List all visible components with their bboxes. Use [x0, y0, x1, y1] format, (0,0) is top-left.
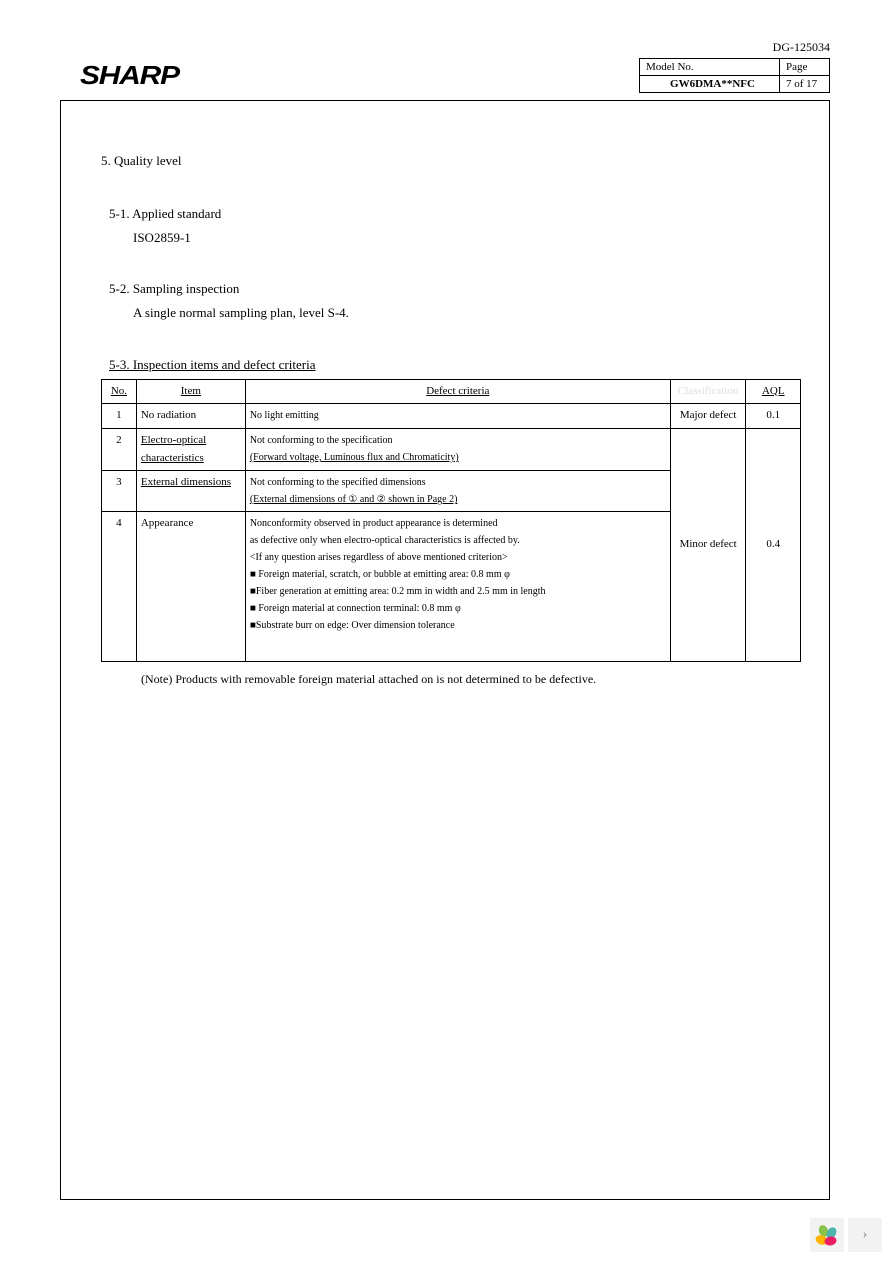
flower-icon	[817, 1225, 837, 1245]
document-id: DG-125034	[773, 40, 830, 55]
next-button[interactable]: ›	[848, 1218, 882, 1252]
content-frame: 5. Quality level 5-1. Applied standard I…	[60, 100, 830, 1200]
table-row: 1 No radiation No light emitting Major d…	[102, 404, 801, 429]
logo-widget-button[interactable]	[810, 1218, 844, 1252]
section-5-3: 5-3. Inspection items and defect criteri…	[109, 355, 829, 376]
cell-item-2: Electro-optical characteristics	[136, 428, 245, 470]
crit4-l4: ■ Foreign material, scratch, or bubble a…	[250, 569, 510, 580]
cell-no-1: 1	[102, 404, 137, 429]
crit2-l1: Not conforming to the specification	[250, 435, 393, 446]
page-value: 7 of 17	[780, 76, 830, 93]
note-text: (Note) Products with removable foreign m…	[141, 670, 829, 689]
cell-crit-3: Not conforming to the specified dimensio…	[245, 471, 670, 512]
model-value: GW6DMA**NFC	[640, 76, 780, 93]
cell-class-major: Major defect	[670, 404, 746, 429]
page-label: Page	[780, 59, 830, 76]
inspection-table: No. Item Defect criteria Classification …	[101, 379, 801, 662]
crit4-l1: Nonconformity observed in product appear…	[250, 518, 498, 529]
sharp-logo: SHARP	[80, 60, 179, 91]
section-5-2: 5-2. Sampling inspection	[109, 279, 829, 300]
crit4-l5: ■Fiber generation at emitting area: 0.2 …	[250, 586, 546, 597]
header-info-box: Model No. Page GW6DMA**NFC 7 of 17	[639, 58, 830, 93]
cell-class-minor: Minor defect	[670, 428, 746, 661]
th-class: Classification	[670, 379, 746, 404]
cell-no-3: 3	[102, 471, 137, 512]
cell-aql-major: 0.1	[746, 404, 801, 429]
section-5-1-value: ISO2859-1	[133, 228, 829, 249]
crit3-l2: (External dimensions of ① and ② shown in…	[250, 494, 458, 505]
cell-crit-1: No light emitting	[245, 404, 670, 429]
cell-aql-minor: 0.4	[746, 428, 801, 661]
section-5-title: 5. Quality level	[101, 151, 829, 172]
section-5-2-value: A single normal sampling plan, level S-4…	[133, 303, 829, 324]
body-text: 5. Quality level 5-1. Applied standard I…	[61, 151, 829, 689]
th-aql: AQL	[746, 379, 801, 404]
table-row: 2 Electro-optical characteristics Not co…	[102, 428, 801, 470]
crit4-l3: <If any question arises regardless of ab…	[250, 552, 508, 563]
cell-item-4: Appearance	[136, 512, 245, 662]
crit4-l6: ■ Foreign material at connection termina…	[250, 603, 461, 614]
crit4-l7: ■Substrate burr on edge: Over dimension …	[250, 620, 455, 631]
chevron-right-icon: ›	[863, 1227, 868, 1243]
model-label: Model No.	[640, 59, 780, 76]
cell-crit-2: Not conforming to the specification (For…	[245, 428, 670, 470]
crit2-l2: (Forward voltage, Luminous flux and Chro…	[250, 452, 459, 463]
th-criteria: Defect criteria	[245, 379, 670, 404]
th-no: No.	[102, 379, 137, 404]
table-header-row: No. Item Defect criteria Classification …	[102, 379, 801, 404]
cell-item-1: No radiation	[136, 404, 245, 429]
crit4-l2: as defective only when electro-optical c…	[250, 535, 520, 546]
section-5-1: 5-1. Applied standard	[109, 204, 829, 225]
cell-no-4: 4	[102, 512, 137, 662]
cell-crit-4: Nonconformity observed in product appear…	[245, 512, 670, 662]
th-item: Item	[136, 379, 245, 404]
cell-no-2: 2	[102, 428, 137, 470]
footer-widget: ›	[810, 1218, 882, 1252]
crit3-l1: Not conforming to the specified dimensio…	[250, 477, 426, 488]
cell-item-3: External dimensions	[136, 471, 245, 512]
